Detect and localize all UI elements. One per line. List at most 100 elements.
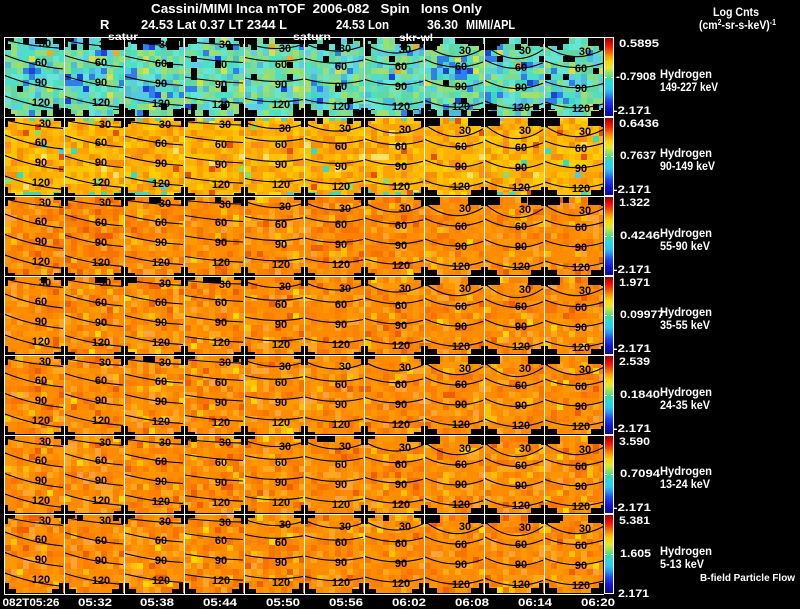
svg-text:06:08: 06:08: [455, 597, 489, 609]
svg-text:90: 90: [335, 399, 347, 411]
svg-text:90: 90: [275, 477, 287, 489]
svg-text:60: 60: [455, 459, 467, 471]
svg-text:60: 60: [515, 539, 527, 551]
svg-text:30: 30: [99, 119, 111, 131]
svg-text:60: 60: [275, 457, 287, 469]
svg-text:90: 90: [155, 78, 167, 90]
svg-text:90: 90: [95, 237, 107, 249]
svg-text:saturn: saturn: [293, 32, 331, 43]
svg-text:90: 90: [155, 158, 167, 170]
svg-text:05:32: 05:32: [78, 597, 112, 609]
svg-text:-2.171: -2.171: [613, 502, 651, 514]
svg-text:60: 60: [95, 535, 107, 547]
svg-text:30: 30: [339, 361, 351, 373]
svg-text:120: 120: [452, 499, 470, 511]
svg-text:120: 120: [392, 340, 410, 352]
svg-text:120: 120: [92, 495, 110, 507]
svg-text:30: 30: [219, 199, 231, 211]
svg-text:120: 120: [452, 261, 470, 273]
svg-text:-0.7908: -0.7908: [616, 71, 656, 83]
svg-text:30: 30: [459, 45, 471, 57]
svg-text:120: 120: [512, 182, 530, 194]
svg-text:90: 90: [155, 476, 167, 488]
svg-text:30: 30: [459, 203, 471, 215]
svg-text:30: 30: [519, 522, 531, 534]
svg-text:90: 90: [215, 79, 227, 91]
svg-text:30: 30: [39, 277, 51, 289]
svg-text:30: 30: [579, 285, 591, 297]
svg-text:60: 60: [155, 376, 167, 388]
svg-text:30: 30: [219, 517, 231, 529]
svg-text:0.4246: 0.4246: [620, 230, 660, 242]
svg-text:B-field Particle Flow: B-field Particle Flow: [700, 573, 795, 584]
svg-text:120: 120: [512, 261, 530, 273]
svg-text:60: 60: [155, 58, 167, 70]
svg-text:120: 120: [272, 497, 290, 509]
svg-text:60: 60: [395, 459, 407, 471]
svg-text:120: 120: [152, 496, 170, 508]
svg-text:1.322: 1.322: [619, 197, 650, 209]
svg-text:60: 60: [575, 540, 587, 552]
svg-text:60: 60: [455, 61, 467, 73]
svg-text:30: 30: [399, 521, 411, 533]
svg-text:120: 120: [572, 183, 590, 195]
svg-text:1.605: 1.605: [620, 548, 651, 560]
svg-text:60: 60: [155, 297, 167, 309]
svg-text:90: 90: [575, 163, 587, 175]
svg-text:60: 60: [215, 297, 227, 309]
svg-text:120: 120: [92, 415, 110, 427]
svg-text:30: 30: [399, 362, 411, 374]
svg-text:120: 120: [572, 501, 590, 513]
svg-text:60: 60: [215, 217, 227, 229]
svg-text:0.6436: 0.6436: [619, 118, 659, 130]
svg-text:30: 30: [519, 363, 531, 375]
svg-text:90: 90: [275, 79, 287, 91]
svg-text:90: 90: [215, 477, 227, 489]
svg-text:90: 90: [275, 319, 287, 331]
svg-text:90: 90: [35, 554, 47, 566]
svg-text:90: 90: [95, 555, 107, 567]
svg-text:120: 120: [272, 179, 290, 191]
svg-text:30: 30: [99, 515, 111, 527]
svg-text:120: 120: [452, 419, 470, 431]
svg-text:120: 120: [92, 337, 110, 349]
svg-text:30: 30: [399, 124, 411, 136]
svg-text:120: 120: [92, 97, 110, 109]
svg-text:90: 90: [335, 479, 347, 491]
svg-text:90: 90: [215, 159, 227, 171]
svg-text:120: 120: [452, 181, 470, 193]
svg-text:30: 30: [279, 519, 291, 531]
svg-text:60: 60: [95, 57, 107, 69]
svg-text:Hydrogen: Hydrogen: [660, 305, 712, 319]
svg-text:60: 60: [515, 142, 527, 154]
svg-text:Hydrogen: Hydrogen: [660, 385, 712, 399]
svg-text:120: 120: [32, 574, 50, 586]
svg-text:30: 30: [159, 198, 171, 210]
svg-text:60: 60: [455, 221, 467, 233]
svg-text:24-35 keV: 24-35 keV: [660, 398, 710, 412]
svg-text:5-13 keV: 5-13 keV: [660, 557, 704, 571]
svg-text:120: 120: [92, 257, 110, 269]
svg-text:60: 60: [575, 143, 587, 155]
svg-text:120: 120: [332, 339, 350, 351]
svg-text:90: 90: [515, 400, 527, 412]
svg-text:60: 60: [575, 222, 587, 234]
svg-text:60: 60: [95, 137, 107, 149]
svg-text:60: 60: [335, 141, 347, 153]
svg-text:120: 120: [272, 577, 290, 589]
svg-text:60: 60: [155, 217, 167, 229]
svg-text:120: 120: [272, 99, 290, 111]
svg-text:90: 90: [515, 480, 527, 492]
svg-text:30: 30: [99, 357, 111, 369]
svg-text:120: 120: [212, 257, 230, 269]
svg-text:60: 60: [275, 377, 287, 389]
svg-text:90: 90: [155, 555, 167, 567]
svg-text:55-90 keV: 55-90 keV: [660, 239, 710, 253]
svg-text:Hydrogen: Hydrogen: [660, 226, 712, 240]
svg-text:90: 90: [455, 321, 467, 333]
svg-text:60: 60: [395, 61, 407, 73]
svg-text:30: 30: [339, 283, 351, 295]
svg-text:90: 90: [95, 317, 107, 329]
svg-text:60: 60: [215, 535, 227, 547]
svg-text:30: 30: [519, 204, 531, 216]
